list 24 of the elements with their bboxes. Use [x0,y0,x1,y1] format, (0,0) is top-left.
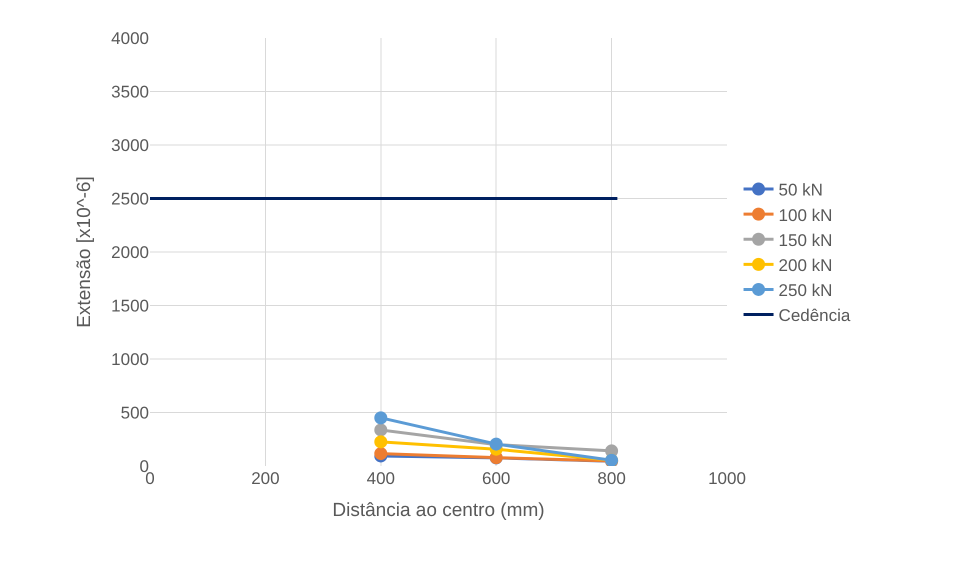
x-tick-label: 400 [366,469,395,488]
legend-label: 50 kN [778,180,823,200]
y-tick-label: 1500 [111,296,149,316]
x-tick-label: 600 [482,469,510,488]
y-tick-label: 4000 [111,28,149,48]
point [374,435,388,448]
y-tick-label: 1000 [111,350,149,369]
y-tick-label: 2500 [111,189,149,208]
legend-label: 250 kN [778,281,832,300]
legend-label: 200 kN [778,256,832,275]
x-tick-label: 200 [251,469,280,488]
x-axis-title: Distância ao centro (mm) [332,500,545,521]
legend-label: 100 kN [778,206,832,225]
y-tick-label: 2000 [111,242,149,262]
x-tick-label: 800 [597,469,626,488]
x-tick-label: 1000 [708,469,746,488]
point [374,411,388,424]
y-tick-label: 3000 [111,136,149,155]
legend-label: 150 kN [778,230,832,250]
y-tick-label: 3500 [111,82,149,102]
y-axis-title: Extensão [x10^-6] [74,176,96,328]
legend-label: Cedência [778,306,851,326]
point [374,423,388,436]
y-tick-label: 500 [120,403,149,422]
